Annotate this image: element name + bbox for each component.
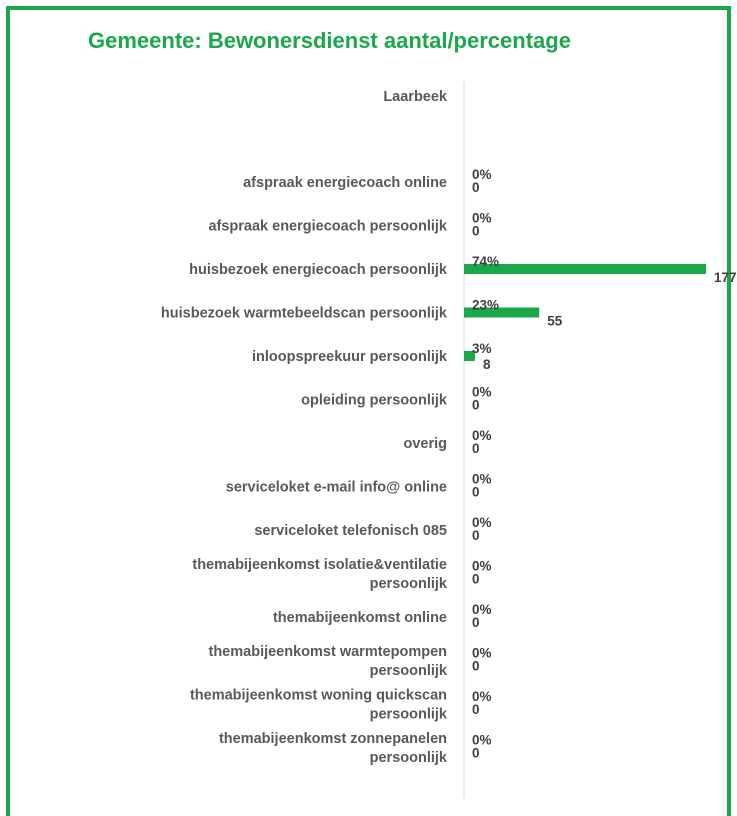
- percentage-label: 0%: [472, 428, 492, 443]
- value-label: 0: [472, 615, 480, 630]
- value-label: 0: [472, 572, 480, 587]
- percentage-label: 0%: [472, 689, 492, 704]
- category-label: overig: [403, 436, 447, 452]
- percentage-label: 74%: [472, 254, 499, 269]
- percentage-label: 0%: [472, 646, 492, 661]
- bar: [464, 351, 475, 361]
- category-label: huisbezoek warmtebeeldscan persoonlijk: [161, 306, 448, 322]
- value-label: 55: [547, 314, 563, 329]
- value-label: 0: [472, 441, 480, 456]
- chart-title: Gemeente: Bewonersdienst aantal/percenta…: [88, 28, 571, 53]
- bar: [464, 307, 540, 318]
- percentage-label: 0%: [472, 385, 492, 400]
- category-label: themabijeenkomst online: [273, 610, 447, 626]
- category-label: themabijeenkomst woning quickscan persoon…: [190, 688, 448, 723]
- bar: [464, 264, 706, 274]
- value-label: 0: [472, 398, 480, 413]
- category-label: themabijeenkomst isolatie&ventilatie pers…: [192, 557, 448, 592]
- percentage-label: 0%: [472, 733, 492, 748]
- value-label: 0: [472, 224, 480, 239]
- percentage-label: 0%: [472, 515, 492, 530]
- category-label: serviceloket telefonisch 085: [254, 523, 447, 539]
- category-label: serviceloket e-mail info@ online: [226, 480, 447, 496]
- value-label: 177: [714, 270, 737, 285]
- category-label: opleiding persoonlijk: [301, 393, 448, 409]
- percentage-label: 0%: [472, 602, 492, 617]
- value-label: 0: [472, 702, 480, 717]
- value-label: 0: [472, 528, 480, 543]
- category-label: themabijeenkomst zonnepanelen persoonlijk: [219, 731, 448, 766]
- category-label: themabijeenkomst warmtepompen persoonlijk: [209, 644, 448, 679]
- percentage-label: 0%: [472, 559, 492, 574]
- percentage-label: 23%: [472, 298, 499, 313]
- percentage-label: 0%: [472, 167, 492, 182]
- category-label: afspraak energiecoach persoonlijk: [208, 219, 447, 235]
- value-label: 8: [483, 357, 491, 372]
- percentage-label: 0%: [472, 211, 492, 226]
- category-label: inloopspreekuur persoonlijk: [252, 349, 448, 365]
- value-label: 0: [472, 659, 480, 674]
- chart-frame: [6, 6, 731, 816]
- value-label: 0: [472, 485, 480, 500]
- percentage-label: 3%: [472, 341, 492, 356]
- series-label: Laarbeek: [383, 89, 448, 105]
- value-label: 0: [472, 746, 480, 761]
- value-label: 0: [472, 180, 480, 195]
- percentage-label: 0%: [472, 472, 492, 487]
- category-label: huisbezoek energiecoach persoonlijk: [189, 262, 448, 278]
- category-label: afspraak energiecoach online: [243, 175, 447, 191]
